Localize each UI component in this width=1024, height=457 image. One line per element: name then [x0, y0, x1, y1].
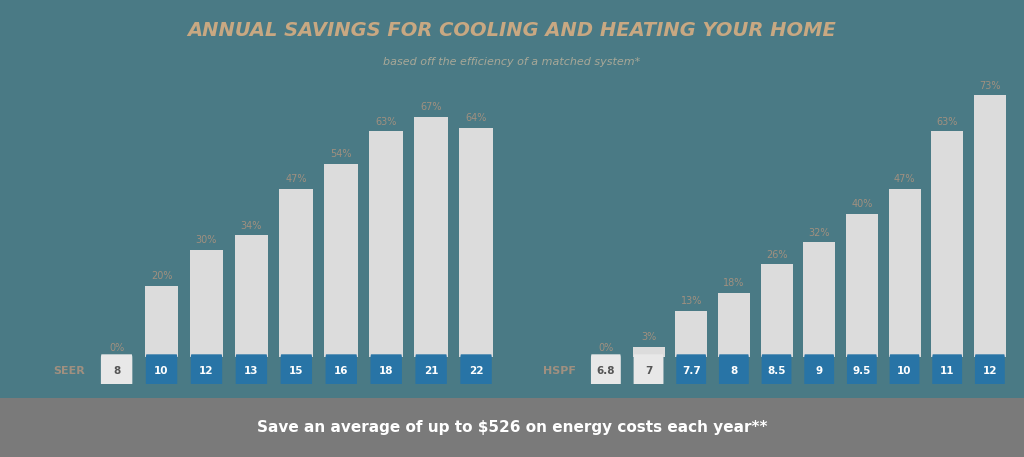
Text: 10: 10: [897, 366, 911, 376]
FancyBboxPatch shape: [281, 354, 312, 387]
FancyBboxPatch shape: [326, 354, 357, 387]
Text: 0%: 0%: [598, 343, 613, 353]
Text: ANNUAL SAVINGS FOR COOLING AND HEATING YOUR HOME: ANNUAL SAVINGS FOR COOLING AND HEATING Y…: [187, 21, 837, 40]
Bar: [370, 131, 403, 357]
FancyBboxPatch shape: [236, 354, 267, 387]
Text: 12: 12: [983, 366, 997, 376]
Text: 7: 7: [645, 366, 652, 376]
Text: 7.7: 7.7: [682, 366, 700, 376]
FancyBboxPatch shape: [591, 354, 621, 387]
Text: 11: 11: [940, 366, 954, 376]
Text: 63%: 63%: [937, 117, 957, 127]
Bar: [633, 346, 665, 357]
FancyBboxPatch shape: [416, 354, 446, 387]
Text: 10: 10: [155, 366, 169, 376]
FancyBboxPatch shape: [847, 354, 877, 387]
Text: 73%: 73%: [979, 81, 1000, 91]
Bar: [144, 286, 178, 357]
FancyBboxPatch shape: [676, 354, 707, 387]
Text: 40%: 40%: [851, 199, 872, 209]
Text: 9.5: 9.5: [853, 366, 871, 376]
Text: 32%: 32%: [809, 228, 829, 238]
Text: HSPF: HSPF: [543, 366, 575, 376]
Text: 12: 12: [200, 366, 214, 376]
Text: 8: 8: [113, 366, 120, 376]
Text: 13: 13: [244, 366, 259, 376]
Text: Save an average of up to $526 on energy costs each year**: Save an average of up to $526 on energy …: [257, 420, 767, 435]
Bar: [189, 250, 223, 357]
Text: SEER: SEER: [53, 366, 85, 376]
FancyBboxPatch shape: [975, 354, 1005, 387]
Text: 13%: 13%: [681, 296, 701, 306]
Text: 8: 8: [730, 366, 737, 376]
FancyBboxPatch shape: [804, 354, 835, 387]
Text: 0%: 0%: [109, 343, 124, 353]
FancyBboxPatch shape: [101, 354, 132, 387]
FancyBboxPatch shape: [932, 354, 963, 387]
FancyBboxPatch shape: [719, 354, 749, 387]
Text: 22: 22: [469, 366, 483, 376]
FancyBboxPatch shape: [190, 354, 222, 387]
Text: 30%: 30%: [196, 235, 217, 245]
Text: 67%: 67%: [421, 102, 442, 112]
Bar: [846, 214, 878, 357]
FancyBboxPatch shape: [371, 354, 401, 387]
Text: 6.8: 6.8: [597, 366, 615, 376]
Text: 63%: 63%: [376, 117, 397, 127]
Bar: [931, 131, 964, 357]
Bar: [889, 189, 921, 357]
Bar: [803, 243, 836, 357]
FancyBboxPatch shape: [890, 354, 920, 387]
Text: 64%: 64%: [465, 113, 486, 123]
Text: 47%: 47%: [286, 174, 307, 184]
Text: 20%: 20%: [151, 271, 172, 281]
Text: 3%: 3%: [641, 332, 656, 342]
Bar: [974, 96, 1006, 357]
Bar: [280, 189, 313, 357]
Text: based off the efficiency of a matched system*: based off the efficiency of a matched sy…: [383, 57, 641, 67]
Text: 26%: 26%: [766, 250, 787, 260]
Text: 47%: 47%: [894, 174, 915, 184]
Text: 18: 18: [379, 366, 393, 376]
Bar: [675, 311, 708, 357]
Text: 54%: 54%: [331, 149, 352, 159]
Text: 15: 15: [289, 366, 303, 376]
Text: 21: 21: [424, 366, 438, 376]
FancyBboxPatch shape: [762, 354, 792, 387]
FancyBboxPatch shape: [634, 354, 664, 387]
Bar: [415, 117, 447, 357]
Text: 18%: 18%: [723, 278, 744, 288]
Bar: [234, 235, 268, 357]
FancyBboxPatch shape: [461, 354, 492, 387]
FancyBboxPatch shape: [145, 354, 177, 387]
Bar: [459, 128, 493, 357]
Text: 9: 9: [816, 366, 822, 376]
Bar: [718, 292, 750, 357]
Text: 16: 16: [334, 366, 348, 376]
Text: 8.5: 8.5: [767, 366, 785, 376]
Text: 34%: 34%: [241, 221, 262, 231]
Bar: [325, 164, 358, 357]
Bar: [761, 264, 793, 357]
